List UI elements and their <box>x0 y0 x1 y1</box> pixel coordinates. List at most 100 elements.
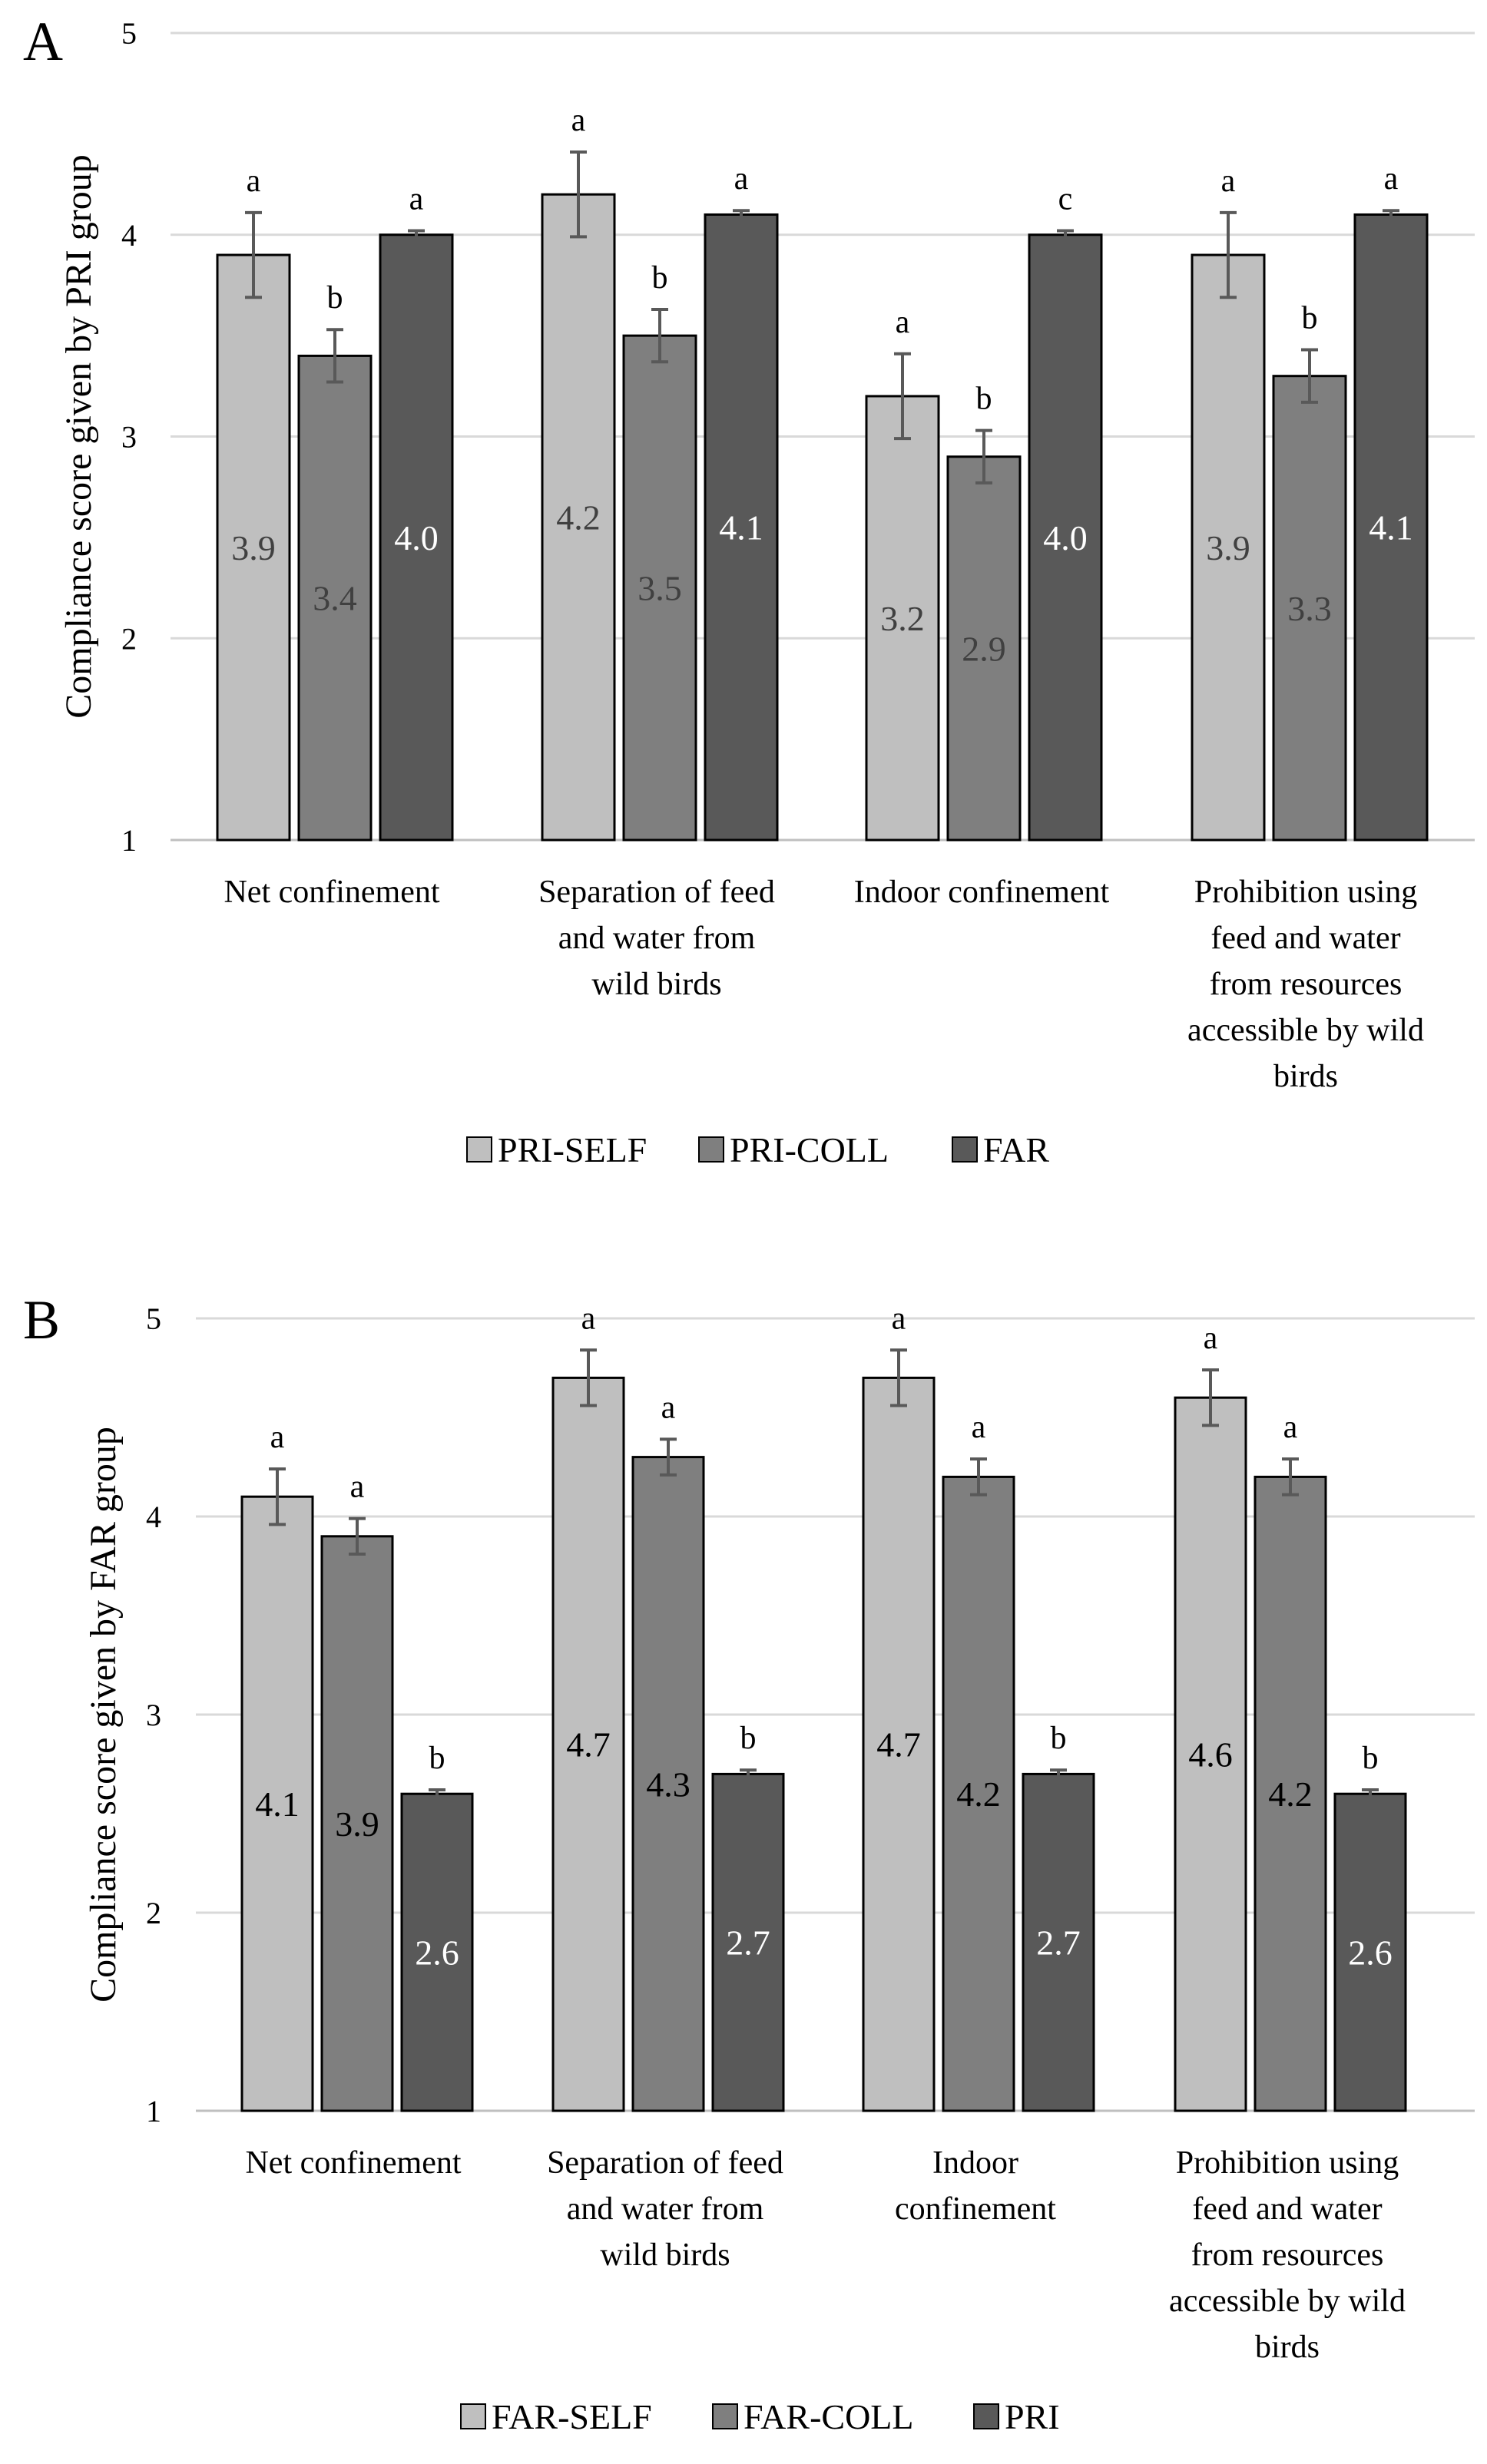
panel-a-significance-letter: a <box>409 181 424 217</box>
panel-b-bar <box>551 1376 625 2112</box>
panel-a-error-bar <box>1383 209 1399 220</box>
panel-a-category-label-line: from resources <box>1210 967 1403 1002</box>
panel-b-category-label-line: wild birds <box>600 2237 730 2273</box>
panel-a-y-axis-label: Compliance score given by PRI group <box>58 154 99 719</box>
panel-a-y-tick: 3 <box>121 420 137 455</box>
panel-b-category-label-line: feed and water <box>1192 2191 1382 2227</box>
panel-b-y-tick: 2 <box>146 1896 161 1930</box>
panel-a-bar <box>1353 213 1429 842</box>
panel-a-error-bar <box>651 307 668 364</box>
panel-a-chart: A 1 2 3 4 5 Compliance score given by PRI grou… <box>23 11 1475 1169</box>
panel-a-category-label: Indoor confinement <box>854 875 1110 910</box>
panel-b-error-bar <box>580 1348 597 1407</box>
panel-b-significance-letter: b <box>740 1721 757 1756</box>
panel-b-error-bar <box>1362 1788 1379 1800</box>
panel-b-significance-letter: a <box>661 1390 676 1425</box>
panel-a-y-tick: 4 <box>121 218 137 253</box>
panel-a-significance-letter: b <box>976 382 992 417</box>
panel-a-significance-letter: b <box>1302 301 1318 336</box>
panel-a-significance-letter: a <box>896 305 910 340</box>
panel-a-category-label-line: feed and water <box>1210 921 1400 956</box>
panel-a-value-label: 3.2 <box>880 599 925 638</box>
panel-b-category-label-line: Prohibition using <box>1176 2145 1399 2181</box>
panel-b-category-label-line: confinement <box>895 2191 1056 2227</box>
panel-b-legend-swatch <box>460 2403 486 2429</box>
panel-a-error-bar <box>326 328 343 384</box>
panel-a-significance-letter: c <box>1058 181 1073 217</box>
panel-a-category-label-line: and water from <box>558 921 756 956</box>
panel-b-value-label: 4.7 <box>876 1725 921 1764</box>
panel-b-bar <box>1333 1792 1407 2112</box>
panel-b-value-label: 2.6 <box>1348 1933 1393 1973</box>
panel-a-error-bar <box>975 428 992 485</box>
panel-a-error-bar <box>245 210 262 299</box>
panel-b-error-bar <box>349 1516 366 1556</box>
panel-b-chart: B 1 2 3 4 5 Compliance score given by FAR grou… <box>23 1289 1475 2436</box>
panel-b-bar <box>711 1772 785 2112</box>
panel-a-error-bar <box>1301 348 1318 404</box>
panel-b-error-bar <box>970 1457 987 1497</box>
panel-a-legend-swatch <box>952 1136 978 1163</box>
panel-b-category-label: Separation of feed and water from wild bir… <box>547 2145 783 2273</box>
panel-a-bar <box>1191 253 1266 842</box>
panel-b-category-label-line: birds <box>1255 2330 1320 2365</box>
panel-a-bar <box>946 455 1022 842</box>
panel-b-value-label: 4.3 <box>646 1764 691 1804</box>
panel-b-value-label: 4.6 <box>1188 1735 1233 1774</box>
panel-b-value-label: 4.1 <box>255 1784 300 1824</box>
panel-a-category-label-line: birds <box>1273 1059 1338 1094</box>
panel-a-value-label: 2.9 <box>962 629 1006 668</box>
panel-b-bar <box>1174 1396 1247 2112</box>
panel-b-error-bar <box>269 1467 286 1526</box>
panel-a-legend-label: PRI-COLL <box>730 1130 889 1169</box>
panel-a-category-label: Separation of feed and water from wild bir… <box>538 875 775 1002</box>
panel-a-bar <box>216 253 291 842</box>
panel-b-category-label: Prohibition using feed and water from reso… <box>1169 2145 1406 2365</box>
panel-b-bar <box>1022 1772 1095 2112</box>
panel-a-category-label-line: Separation of feed <box>538 875 775 910</box>
panel-a-error-bar <box>570 150 587 239</box>
panel-b-category-label-line: Net confinement <box>245 2145 461 2181</box>
panel-b-y-tick: 3 <box>146 1698 161 1732</box>
panel-b-significance-letter: b <box>429 1741 445 1776</box>
panel-b-legend-label: FAR-SELF <box>492 2397 652 2436</box>
panel-a-value-label: 3.5 <box>638 569 682 608</box>
panel-b-bar <box>320 1535 394 2112</box>
panel-a-y-tick: 5 <box>121 16 137 51</box>
panel-a-value-label: 3.4 <box>313 579 357 618</box>
panel-b-error-bar <box>429 1788 445 1800</box>
panel-b-error-bar <box>1202 1368 1219 1427</box>
panel-a-significance-letter: a <box>571 103 586 138</box>
panel-a-category-label: Net confinement <box>224 875 439 910</box>
panel-a-significance-letter: a <box>1221 164 1236 199</box>
panel-a-legend-label: FAR <box>983 1130 1049 1169</box>
panel-b-error-bar <box>1282 1457 1299 1497</box>
panel-a-bar <box>704 213 779 842</box>
panel-a-letter: A <box>23 11 63 72</box>
panel-a-error-bar <box>1057 229 1074 241</box>
panel-b-legend-label: PRI <box>1005 2397 1060 2436</box>
panel-a-bar <box>622 334 697 842</box>
panel-b-error-bar <box>1050 1768 1067 1780</box>
panel-b-significance-letter: a <box>270 1420 285 1455</box>
panel-a-significance-letter: a <box>734 161 749 197</box>
panel-a-bar <box>379 233 454 842</box>
panel-b-error-bar <box>740 1768 757 1780</box>
panel-b-bar <box>942 1475 1015 2112</box>
panel-a-value-label: 4.0 <box>1043 518 1088 557</box>
panel-a-legend-label: PRI-SELF <box>498 1130 647 1169</box>
panel-a-value-label: 3.9 <box>231 528 276 567</box>
panel-a-category-label-line: Prohibition using <box>1194 875 1418 910</box>
panel-a-value-label: 3.3 <box>1287 589 1332 628</box>
panel-a-bar <box>865 395 940 842</box>
panel-b-significance-letter: a <box>972 1410 986 1445</box>
panel-b-significance-letter: b <box>1363 1741 1379 1776</box>
panel-b-value-label: 3.9 <box>335 1804 379 1844</box>
panel-b-bar <box>240 1495 314 2112</box>
panel-b-category-label: Net confinement <box>245 2145 461 2181</box>
panel-a-bar <box>297 354 373 842</box>
panel-b-category-label-line: Separation of feed <box>547 2145 783 2181</box>
panel-a-bar <box>1028 233 1103 842</box>
panel-b-legend-swatch <box>712 2403 738 2429</box>
